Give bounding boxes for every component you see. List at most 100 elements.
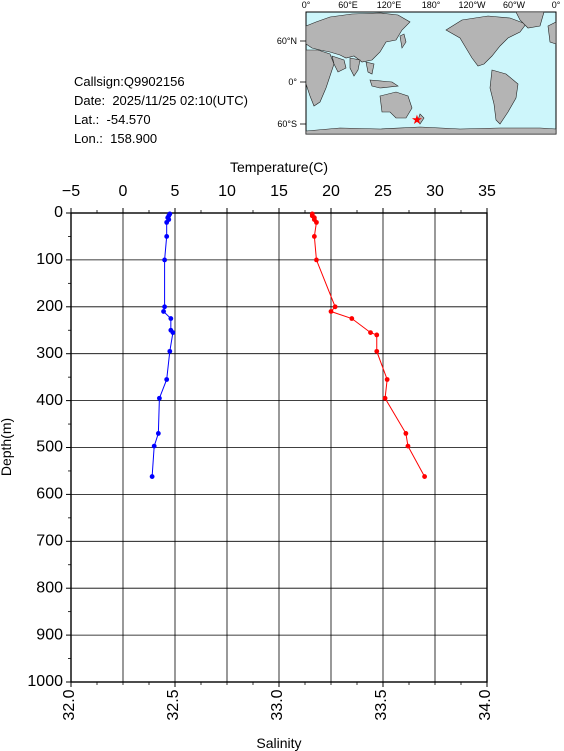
salinity-point xyxy=(349,316,355,321)
temperature-tick-label: 30 xyxy=(426,183,444,200)
depth-tick-label: 0 xyxy=(54,204,63,221)
salinity-point xyxy=(311,217,317,222)
temperature-tick-label: 25 xyxy=(374,183,392,200)
salinity-ticks: 32.0 32.5 33.0 33.5 34.0 xyxy=(61,682,494,721)
depth-tick-label: 1000 xyxy=(27,673,63,690)
map-marker-star-icon: ★ xyxy=(411,112,423,127)
map-longitude-label: 0° xyxy=(302,0,311,10)
temperature-tick-label: 15 xyxy=(270,183,288,200)
salinity-tick-label: 32.5 xyxy=(165,689,182,720)
lon-line: Lon.: 158.900 xyxy=(74,129,248,148)
temperature-point xyxy=(149,474,155,479)
temperature-point xyxy=(157,395,162,401)
map-land-indonesia xyxy=(369,79,399,89)
depth-tick-label: 700 xyxy=(36,533,63,550)
temperature-axis-title: Temperature(C) xyxy=(230,159,328,175)
salinity-point xyxy=(374,332,380,338)
map-longitude-label: 120°W xyxy=(458,0,486,10)
temperature-point xyxy=(168,316,174,321)
temperature-ticks: −5 0 5 10 15 20 25 30 35 xyxy=(62,183,496,213)
temperature-point xyxy=(168,327,174,333)
temperature-tick-label: 20 xyxy=(322,183,340,200)
salinity-point xyxy=(314,257,319,263)
depth-tick-label: 200 xyxy=(36,298,63,315)
salinity-point xyxy=(332,304,338,310)
map-longitude-label: 60°E xyxy=(338,0,358,10)
salinity-tick-label: 34.0 xyxy=(477,689,494,720)
date-value: 2025/11/25 02:10(UTC) xyxy=(112,93,248,108)
map-land-australia xyxy=(379,91,413,119)
temperature-tick-label: −5 xyxy=(62,183,80,200)
salinity-point xyxy=(405,443,411,449)
temperature-point xyxy=(155,431,161,436)
lat-label: Lat.: xyxy=(74,112,100,127)
map-land-arabia xyxy=(331,55,347,73)
temperature-point xyxy=(170,330,176,335)
series-layer xyxy=(149,211,427,479)
salinity-point xyxy=(382,395,388,401)
salinity-point xyxy=(314,219,319,225)
chart-grid xyxy=(71,213,487,682)
temperature-point xyxy=(166,217,172,222)
callsign-value: Q9902156 xyxy=(123,74,185,89)
salinity-tick-label: 33.0 xyxy=(269,689,286,720)
salinity-point xyxy=(422,474,427,479)
date-line: Date: 2025/11/25 02:10(UTC) xyxy=(74,91,248,110)
temperature-profile-line xyxy=(151,213,174,477)
date-label: Date: xyxy=(74,93,106,108)
temperature-tick-label: 0 xyxy=(119,183,128,200)
temperature-point xyxy=(167,211,173,217)
temperature-point xyxy=(162,257,168,263)
salinity-point xyxy=(309,213,315,219)
lon-label: Lon.: xyxy=(74,131,103,146)
temperature-point xyxy=(162,304,168,310)
depth-tick-label: 100 xyxy=(36,251,63,268)
map-latitude-label: 0° xyxy=(288,77,297,87)
salinity-point xyxy=(374,348,380,354)
map-land-japan xyxy=(399,33,407,49)
temperature-point xyxy=(161,309,166,314)
depth-tick-label: 300 xyxy=(36,345,63,362)
lat-line: Lat.: -54.570 xyxy=(74,110,248,129)
temperature-point xyxy=(165,215,171,221)
map-land-southeast-asia xyxy=(365,61,375,75)
salinity-point xyxy=(311,234,317,239)
map-land-greenland xyxy=(515,11,545,29)
salinity-axis-title: Salinity xyxy=(256,735,301,751)
chart-frame xyxy=(70,212,488,683)
temperature-point xyxy=(164,234,170,239)
map-land xyxy=(305,11,557,135)
map-longitude-label: 120°E xyxy=(377,0,402,10)
map-latitude-label: 60°S xyxy=(277,119,297,129)
callsign-label: Callsign: xyxy=(74,74,124,89)
salinity-tick-label: 33.5 xyxy=(373,689,390,720)
world-map: 0° 60°E 120°E 180° 120°W 60°W 0° 60°N 0° 60°S ★ xyxy=(277,0,561,135)
lon-value: 158.900 xyxy=(110,131,158,146)
map-longitude-label: 60°W xyxy=(503,0,526,10)
map-land-south-america xyxy=(489,69,519,125)
depth-tick-label: 400 xyxy=(36,392,63,409)
station-info: Callsign:Q9902156 Date: 2025/11/25 02:10… xyxy=(74,72,248,148)
map-land-new-zealand xyxy=(417,113,425,125)
depth-tick-label: 600 xyxy=(36,486,63,503)
temperature-point xyxy=(166,213,172,219)
salinity-point xyxy=(328,309,334,314)
map-land-eurasia xyxy=(305,12,411,63)
map-longitude-ticks: 0° 60°E 120°E 180° 120°W 60°W 0° xyxy=(302,0,561,10)
salinity-point xyxy=(368,330,373,335)
map-land-africa xyxy=(305,49,335,107)
plot-frame xyxy=(70,212,488,683)
salinity-point xyxy=(384,377,390,382)
depth-tick-label: 800 xyxy=(36,579,63,596)
temperature-tick-label: 5 xyxy=(171,183,180,200)
map-latitude-label: 60°N xyxy=(277,36,297,46)
map-longitude-label: 0° xyxy=(552,0,561,10)
salinity-point xyxy=(403,431,409,436)
temperature-point xyxy=(164,219,170,225)
map-latitude-ticks: 60°N 0° 60°S xyxy=(277,36,306,129)
map-land-europe xyxy=(547,21,557,45)
map-land-india xyxy=(349,57,361,77)
salinity-point xyxy=(309,211,315,217)
salinity-profile-line xyxy=(311,213,426,477)
depth-ticks: 0 100 200 300 400 500 600 700 800 900 1000 xyxy=(27,204,71,690)
